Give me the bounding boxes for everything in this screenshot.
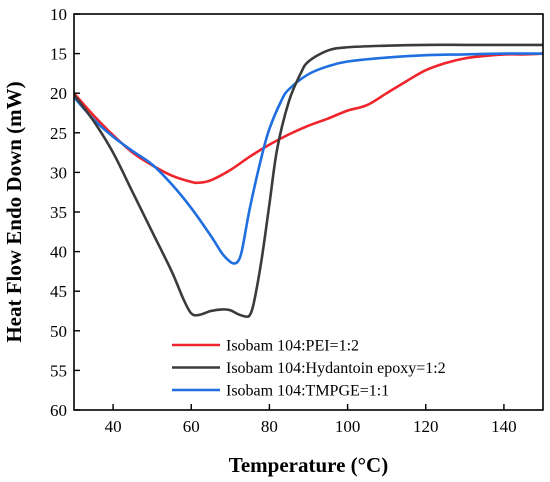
series-line-2 xyxy=(74,52,543,265)
x-tick-label: 100 xyxy=(335,417,361,436)
legend-label-0: Isobam 104:PEI=1:2 xyxy=(226,338,359,355)
y-tick-label: 25 xyxy=(50,124,67,143)
y-axis-title: Heat Flow Endo Down (mW) xyxy=(2,81,26,342)
legend: Isobam 104:PEI=1:2 Isobam 104:Hydantoin e… xyxy=(172,338,446,400)
x-tick-label: 40 xyxy=(105,417,122,436)
legend-label-2: Isobam 104:TMPGE=1:1 xyxy=(226,383,389,400)
x-tick-label: 120 xyxy=(413,417,439,436)
y-tick-label: 35 xyxy=(50,203,67,222)
legend-label-1: Isobam 104:Hydantoin epoxy=1:2 xyxy=(226,360,446,377)
x-axis: 40 60 80 100 120 140 xyxy=(105,404,517,436)
series-line-1 xyxy=(74,43,543,318)
y-tick-label: 30 xyxy=(50,163,67,182)
y-tick-label: 20 xyxy=(50,84,67,103)
y-tick-label: 10 xyxy=(50,5,67,24)
y-axis: 10 15 20 25 30 35 40 45 50 55 60 xyxy=(50,5,80,420)
y-tick-label: 45 xyxy=(50,282,67,301)
y-tick-label: 40 xyxy=(50,243,67,262)
y-tick-label: 55 xyxy=(50,361,67,380)
x-tick-label: 80 xyxy=(261,417,278,436)
x-tick-label: 60 xyxy=(183,417,200,436)
x-axis-title: Temperature (°C) xyxy=(229,453,388,477)
y-tick-label: 50 xyxy=(50,322,67,341)
series-layer xyxy=(74,43,543,318)
x-tick-label: 140 xyxy=(491,417,517,436)
y-tick-label: 60 xyxy=(50,401,67,420)
y-tick-label: 15 xyxy=(50,45,67,64)
